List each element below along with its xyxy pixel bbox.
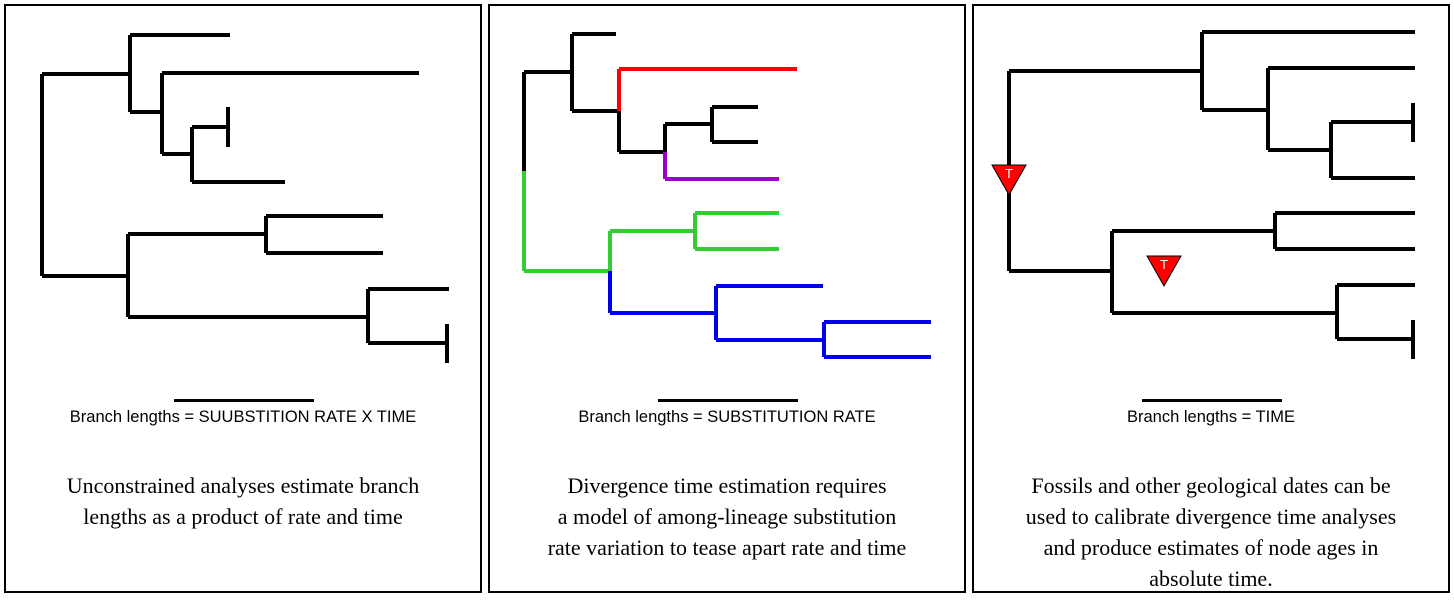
calibration-marker: T xyxy=(1146,255,1182,288)
scale-label: Branch lengths = SUUBSTITION RATE X TIME xyxy=(69,408,417,426)
scale-bar xyxy=(1142,399,1282,402)
tree-branch-green xyxy=(522,171,695,273)
tree-branch-green xyxy=(693,211,779,251)
calibration-marker-label: T xyxy=(1160,257,1168,272)
tree-branch xyxy=(128,33,230,114)
scale-label: Branch lengths = SUBSTITUTION RATE xyxy=(578,408,876,426)
tree-branch xyxy=(1273,211,1415,251)
caption-line: a model of among-lineage substitution xyxy=(557,504,897,529)
phylogram-rate-x-time xyxy=(40,33,449,363)
caption-line: lengths as a product of rate and time xyxy=(83,504,403,529)
caption: Divergence time estimation requires a mo… xyxy=(490,470,964,563)
panel-unconstrained: Branch lengths = SUUBSTITION RATE X TIME… xyxy=(4,4,482,593)
caption-line: Fossils and other geological dates can b… xyxy=(1031,473,1391,498)
tree-branch xyxy=(1200,30,1415,112)
tree-branch-blue xyxy=(822,320,931,359)
scale-bar xyxy=(658,399,798,402)
caption: Unconstrained analyses estimate branch l… xyxy=(6,470,480,532)
tree-branch xyxy=(1335,283,1415,359)
tree-branch xyxy=(570,32,619,113)
caption-line: rate variation to tease apart rate and t… xyxy=(547,535,907,560)
tree-branch xyxy=(522,70,572,171)
phylogram-substitution-rate xyxy=(522,32,931,359)
panel-time: T T Branch lengths = TIME Fossils and ot… xyxy=(972,4,1450,593)
caption-line: Divergence time estimation requires xyxy=(567,473,887,498)
tree-branch xyxy=(663,122,712,152)
tree-branch xyxy=(190,107,285,184)
panel-substitution-rate: Branch lengths = SUBSTITUTION RATE Diver… xyxy=(488,4,966,593)
calibration-marker-label: T xyxy=(1005,166,1013,181)
tree-branch xyxy=(617,111,665,154)
tree-branch xyxy=(366,287,449,363)
tree-branch-blue xyxy=(608,271,716,315)
scale-label: Branch lengths = TIME xyxy=(1127,408,1295,426)
tree-branch xyxy=(160,71,419,156)
tree-branch xyxy=(1007,69,1202,273)
tree-branch-red xyxy=(617,67,797,111)
caption-line: and produce estimates of node ages in xyxy=(1043,535,1379,560)
caption-line: absolute time. xyxy=(1149,566,1273,591)
tree-branch xyxy=(1266,66,1415,152)
calibration-marker: T xyxy=(991,164,1027,197)
tree-branch xyxy=(710,105,758,144)
tree-branch xyxy=(40,72,130,278)
tree-branch xyxy=(264,214,383,255)
tree-branch xyxy=(1329,103,1415,180)
chronogram-time: T T xyxy=(991,30,1415,359)
tree-branch xyxy=(126,232,368,319)
caption: Fossils and other geological dates can b… xyxy=(974,470,1448,594)
caption-line: used to calibrate divergence time analys… xyxy=(1025,504,1397,529)
tree-branch-blue xyxy=(714,284,824,342)
tree-branch xyxy=(1110,229,1337,315)
caption-line: Unconstrained analyses estimate branch xyxy=(66,473,420,498)
tree-branch-purple xyxy=(663,152,779,181)
scale-bar xyxy=(174,399,314,402)
